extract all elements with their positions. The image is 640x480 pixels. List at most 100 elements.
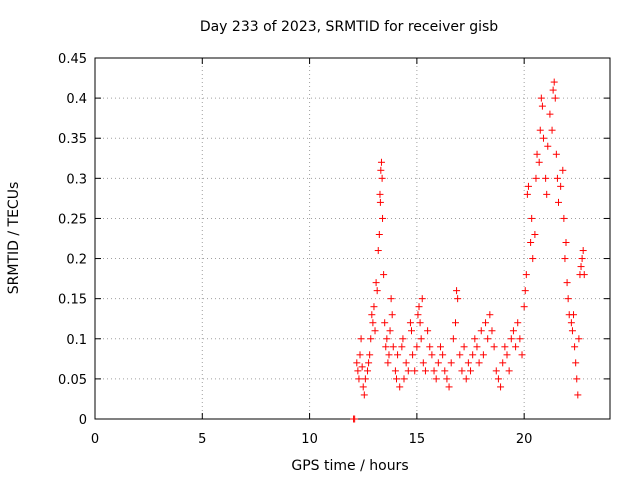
data-point	[538, 102, 546, 110]
data-point	[562, 239, 570, 247]
data-point	[531, 230, 539, 238]
data-point	[477, 327, 485, 335]
data-point	[559, 166, 567, 174]
data-point	[551, 94, 559, 102]
data-point	[550, 78, 558, 86]
data-point	[384, 359, 392, 367]
data-point	[467, 367, 475, 375]
data-point	[402, 359, 410, 367]
data-point	[359, 383, 367, 391]
data-point	[408, 327, 416, 335]
data-point	[473, 343, 481, 351]
y-tick-label: 0.2	[66, 253, 87, 268]
data-point	[373, 287, 381, 295]
y-axis-label: SRMTID / TECUs	[6, 182, 22, 295]
data-point	[353, 359, 361, 367]
y-tick-label: 0.25	[58, 212, 87, 227]
y-tick-label: 0.45	[58, 52, 87, 67]
data-point	[460, 343, 468, 351]
data-point	[520, 303, 528, 311]
data-point	[571, 343, 579, 351]
data-point	[479, 351, 487, 359]
x-tick-label: 10	[301, 432, 318, 447]
data-point	[464, 359, 472, 367]
x-axis-label: GPS time / hours	[291, 458, 408, 474]
data-point	[486, 311, 494, 319]
data-point	[389, 343, 397, 351]
data-point	[400, 375, 408, 383]
data-point	[570, 311, 578, 319]
data-point	[378, 174, 386, 182]
data-point	[568, 327, 576, 335]
data-point	[372, 279, 380, 287]
x-tick-label: 15	[409, 432, 426, 447]
data-point	[512, 343, 520, 351]
data-point	[475, 359, 483, 367]
data-point	[354, 367, 362, 375]
data-point	[361, 375, 369, 383]
data-point	[364, 367, 372, 375]
data-point	[385, 351, 393, 359]
data-point	[377, 166, 385, 174]
data-point	[521, 287, 529, 295]
data-point	[406, 319, 414, 327]
data-point	[471, 335, 479, 343]
data-point	[415, 303, 423, 311]
x-tick-label: 0	[91, 432, 99, 447]
data-point	[539, 134, 547, 142]
data-point	[418, 295, 426, 303]
data-point	[445, 383, 453, 391]
data-point	[374, 247, 382, 255]
data-point	[575, 335, 583, 343]
data-point	[366, 351, 374, 359]
data-point	[351, 415, 359, 423]
data-point	[497, 383, 505, 391]
data-point	[572, 359, 580, 367]
data-point	[557, 182, 565, 190]
data-point	[522, 271, 530, 279]
data-point	[419, 359, 427, 367]
data-point	[518, 351, 526, 359]
data-point	[432, 375, 440, 383]
data-point	[365, 359, 373, 367]
data-point	[382, 343, 390, 351]
data-point	[524, 182, 532, 190]
data-point	[449, 335, 457, 343]
data-point	[579, 247, 587, 255]
data-point	[380, 271, 388, 279]
data-point	[394, 351, 402, 359]
data-point	[436, 343, 444, 351]
data-point	[439, 351, 447, 359]
data-point	[490, 343, 498, 351]
data-point	[563, 279, 571, 287]
data-point	[375, 230, 383, 238]
data-point	[488, 327, 496, 335]
data-point	[428, 351, 436, 359]
data-point	[391, 367, 399, 375]
data-point	[499, 359, 507, 367]
data-point	[469, 351, 477, 359]
chart-grid	[95, 58, 610, 419]
data-point	[369, 319, 377, 327]
data-point	[404, 367, 412, 375]
data-point	[426, 343, 434, 351]
data-point	[413, 343, 421, 351]
data-point	[409, 351, 417, 359]
data-point	[416, 319, 424, 327]
y-tick-label: 0.15	[58, 293, 87, 308]
data-point	[553, 174, 561, 182]
data-point	[411, 367, 419, 375]
axis-ticks: 0 0.05 0.1 0.15 0.2 0.25 0.3 0.35 0.4 0.45 0 5 10 15 2…	[58, 52, 610, 447]
data-point	[494, 375, 502, 383]
data-points	[350, 78, 588, 423]
data-point	[434, 359, 442, 367]
data-point	[388, 311, 396, 319]
y-tick-label: 0.3	[66, 172, 87, 187]
data-point	[381, 319, 389, 327]
data-point	[501, 343, 509, 351]
data-point	[574, 391, 582, 399]
data-point	[430, 367, 438, 375]
data-point	[529, 255, 537, 263]
data-point	[503, 351, 511, 359]
